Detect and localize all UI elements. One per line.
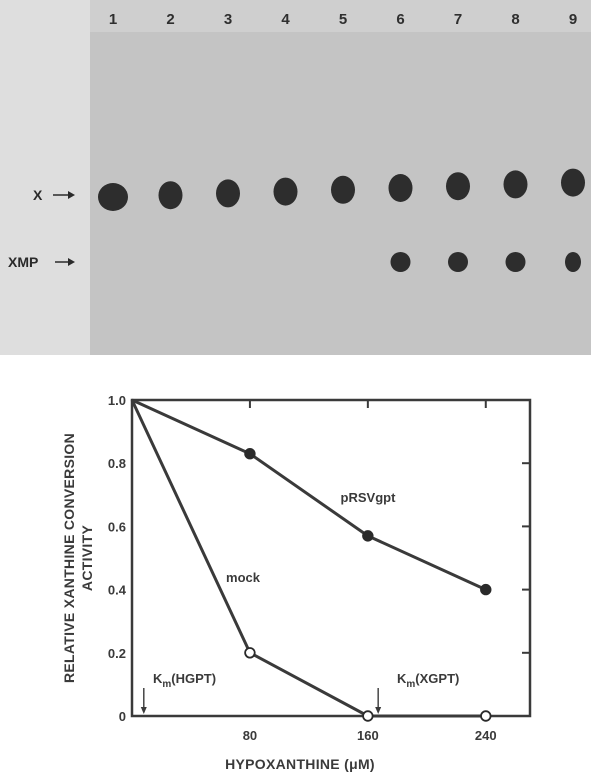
point-pRSVgpt	[362, 530, 374, 542]
y-tick-label: 0.6	[108, 519, 126, 534]
y-axis-title-line: RELATIVE XANTHINE CONVERSION	[61, 433, 77, 683]
x-tick-label: 240	[475, 728, 497, 743]
xanthine-conversion-chart: 0 0.2 0.4 0.6 0.8 1.0 80 160 240 pRSVgpt mock Km…	[61, 393, 532, 772]
y-tick-label: 0.2	[108, 646, 126, 661]
row-arrowhead-xmp	[68, 258, 75, 266]
point-pRSVgpt	[480, 583, 492, 596]
series-label-mock: mock	[226, 570, 261, 585]
series-line-pRSVgpt	[131, 398, 487, 591]
km-label: Km(XGPT)	[397, 671, 459, 690]
plot-frame	[130, 398, 532, 718]
lane-number: 4	[281, 11, 290, 28]
x-spot	[388, 174, 413, 202]
xmp-spot	[390, 252, 411, 272]
y-tick-label: 0.4	[108, 583, 127, 598]
x-spot	[561, 168, 585, 197]
x-tick-label: 160	[357, 728, 379, 743]
lane-number: 5	[339, 11, 347, 28]
km-arrowhead	[140, 707, 147, 714]
km-arrowhead	[375, 707, 382, 714]
row-label-xmp: XMP	[8, 254, 38, 270]
x-tick-label: 80	[243, 728, 257, 743]
point-mock	[244, 647, 256, 659]
point-mock	[362, 710, 374, 722]
xmp-spot	[565, 252, 581, 272]
km-label: Km(HGPT)	[153, 671, 216, 690]
series-line-mock	[130, 399, 486, 718]
lane-number: 1	[109, 11, 117, 28]
point-mock	[480, 710, 492, 722]
xmp-spot	[505, 252, 526, 272]
y-axis-title-line: ACTIVITY	[79, 525, 95, 592]
row-label-x: X	[33, 187, 43, 203]
y-tick-label: 1.0	[108, 393, 126, 408]
x-axis-title: HYPOXANTHINE (μM)	[225, 756, 375, 772]
x-spot	[503, 170, 528, 199]
x-spot	[446, 172, 470, 201]
x-spot	[331, 175, 355, 204]
series-label-prsvgpt: pRSVgpt	[341, 490, 397, 505]
x-spot	[273, 177, 298, 206]
lane-number: 9	[569, 11, 577, 28]
x-spot	[158, 181, 183, 210]
gel-left-margin	[0, 0, 90, 355]
lane-number: 2	[166, 11, 174, 28]
row-arrowhead-x	[68, 191, 75, 199]
lane-number: 8	[511, 11, 519, 28]
point-pRSVgpt	[244, 448, 256, 460]
x-spot	[216, 179, 240, 208]
y-tick-label: 0.8	[108, 456, 126, 471]
x-spot	[98, 183, 128, 211]
gel-autoradiograph: 1 2 3 4 5 6 7 8 9 X XMP	[0, 0, 591, 355]
xmp-spot	[448, 252, 468, 272]
lane-number: 3	[224, 11, 232, 28]
lane-number: 7	[454, 11, 462, 28]
y-tick-label: 0	[119, 709, 126, 724]
lane-number: 6	[396, 11, 404, 28]
